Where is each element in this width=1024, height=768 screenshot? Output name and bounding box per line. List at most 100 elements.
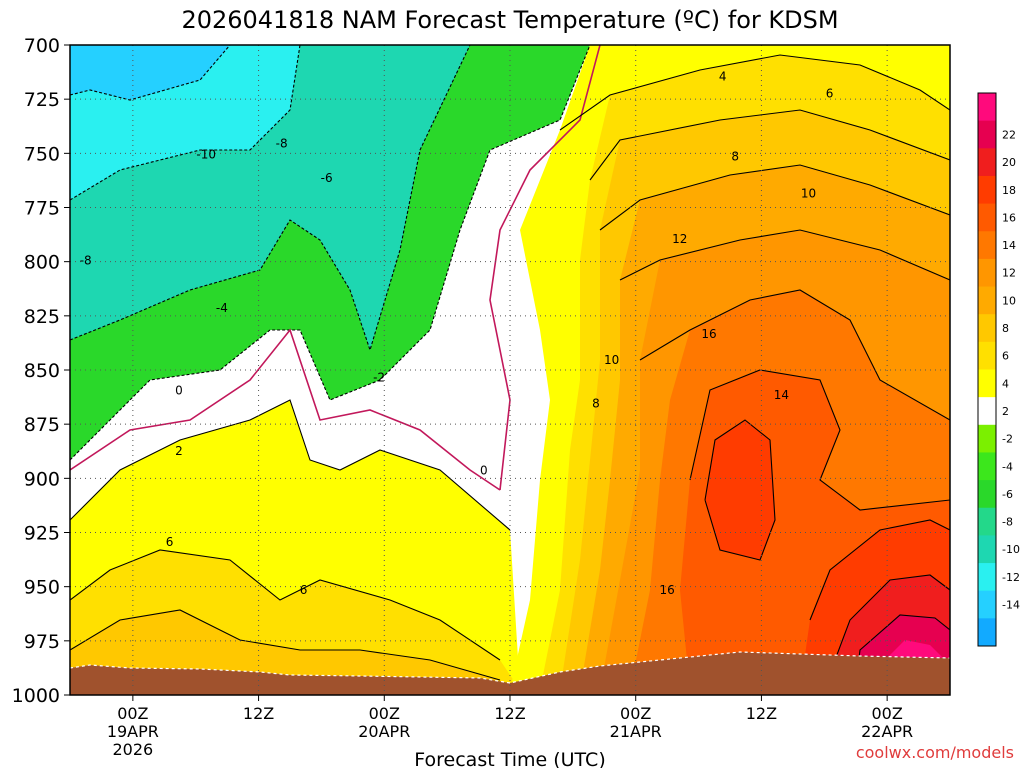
colorbar-label: 10 — [1002, 294, 1016, 307]
y-tick-label: 775 — [24, 198, 60, 220]
plot-area: -10 -8 -6 -8 -4 0 2 -2 0 6 6 4 6 8 10 12 16 10 8 14 16 — [70, 45, 950, 695]
contour-label: -2 — [373, 371, 385, 385]
colorbar-swatch — [978, 369, 996, 398]
credit-text: coolwx.com/models — [856, 743, 1014, 762]
colorbar-label: -4 — [1002, 460, 1013, 473]
contour-label: 14 — [774, 388, 789, 402]
contour-label: 10 — [604, 353, 619, 367]
contour-east-4 — [559, 54, 950, 131]
colorbar-frame — [977, 92, 997, 647]
contour-label: 10 — [801, 186, 816, 200]
contour-label: 6 — [300, 583, 308, 597]
colorbar-label: 4 — [1002, 377, 1009, 390]
x-tick-label: 12Z — [746, 704, 777, 723]
contour-warm-4 — [70, 399, 511, 531]
x-axis-title: Forecast Time (UTC) — [414, 749, 605, 768]
y-tick-label: 950 — [24, 577, 60, 599]
contour-east-16 — [704, 419, 776, 561]
colorbar-label: 22 — [1002, 128, 1016, 141]
contour-neg-mid — [70, 45, 471, 352]
y-tick-label: 800 — [24, 252, 60, 274]
colorbar-label: 18 — [1002, 184, 1016, 197]
colorbar-label: 20 — [1002, 156, 1016, 169]
y-tick-label: 925 — [24, 523, 60, 545]
x-tick-label: 00Z — [117, 704, 148, 723]
contour-label: -8 — [276, 137, 288, 151]
contour-east-12 — [639, 289, 950, 421]
contour-label: 8 — [731, 150, 739, 164]
colorbar-swatch — [978, 258, 996, 288]
contour-warm-6 — [70, 549, 501, 661]
contour-neg-top — [70, 45, 231, 101]
y-tick-label: 825 — [24, 306, 60, 328]
colorbar-swatch — [978, 341, 996, 370]
colorbar-swatch — [978, 563, 996, 592]
contour-label: 2 — [175, 444, 183, 458]
colorbar-swatch — [978, 480, 996, 509]
colorbar-label: 6 — [1002, 350, 1009, 363]
contour-east-14 — [689, 369, 950, 511]
colorbar-swatch — [978, 175, 996, 205]
x-tick-label: 22APR — [861, 722, 913, 741]
contour-label: 0 — [480, 464, 488, 478]
grid-lines — [70, 45, 950, 695]
colorbar-swatch — [978, 93, 996, 122]
x-tick-label: 00Z — [620, 704, 651, 723]
contour-neg-lower — [70, 45, 591, 461]
y-tick-label: 975 — [24, 631, 60, 653]
contour-label: 6 — [826, 87, 834, 101]
contour-label: -10 — [196, 147, 216, 161]
colorbar-swatch — [978, 535, 996, 564]
pressure-axis: 700 725 750 775 800 825 850 875 900 925 950 975 1000 — [12, 35, 70, 707]
y-tick-label: 875 — [24, 414, 60, 436]
y-tick-label: 750 — [24, 143, 60, 165]
band-coldest — [70, 45, 230, 100]
x-tick-label: 20APR — [358, 722, 410, 741]
colorbar-label: -14 — [1002, 599, 1020, 612]
colorbar-swatch — [978, 203, 996, 232]
x-tick-label: 00Z — [871, 704, 902, 723]
colorbar-swatch — [978, 590, 996, 619]
y-tick-label: 725 — [24, 89, 60, 111]
colorbar-label: -6 — [1002, 488, 1013, 501]
contour-label: 12 — [672, 232, 687, 246]
band-east-18 — [705, 420, 775, 560]
x-tick-label: 00Z — [369, 704, 400, 723]
colorbar-label: -2 — [1002, 433, 1013, 446]
colorbar-label: 16 — [1002, 211, 1016, 224]
contour-label: 0 — [175, 384, 183, 398]
contour-label: 6 — [166, 535, 174, 549]
chart-title: 2026041818 NAM Forecast Temperature (ºC)… — [181, 6, 838, 34]
colorbar-swatch — [978, 507, 996, 536]
color-scale-legend: 22 20 18 16 14 12 10 8 6 4 2 -2 -4 -6 -8 -10 -12 -14 — [977, 92, 1020, 647]
terrain-ground — [70, 652, 950, 695]
contour-zero-west — [70, 328, 501, 491]
contour-label: 8 — [592, 397, 600, 411]
x-tick-label: 21APR — [610, 722, 662, 741]
x-tick-label: 12Z — [243, 704, 274, 723]
colorbar-swatch — [978, 314, 996, 343]
colorbar-swatch — [978, 397, 996, 426]
x-tick-label: 2026 — [112, 740, 153, 759]
colorbar-label: 2 — [1002, 405, 1009, 418]
y-tick-label: 850 — [24, 360, 60, 382]
y-tick-label: 900 — [24, 468, 60, 490]
contour-lines — [70, 45, 950, 691]
contour-neg-upper — [70, 45, 301, 201]
colorbar-swatch — [978, 120, 996, 149]
contour-east-18 — [809, 519, 950, 621]
colorbar-swatch — [978, 618, 996, 647]
contour-east-6 — [589, 109, 950, 181]
contour-label: -4 — [216, 301, 228, 315]
contour-label: -8 — [80, 254, 92, 268]
colorbar-label: 14 — [1002, 239, 1016, 252]
colorbar-label: -10 — [1002, 543, 1020, 556]
contour-warm-8 — [70, 609, 501, 681]
colorbar-swatch — [978, 231, 996, 260]
x-tick-label: 19APR — [107, 722, 159, 741]
contour-label: 16 — [660, 583, 675, 597]
colorbar-label: -12 — [1002, 571, 1020, 584]
contour-east-20 — [834, 574, 950, 661]
